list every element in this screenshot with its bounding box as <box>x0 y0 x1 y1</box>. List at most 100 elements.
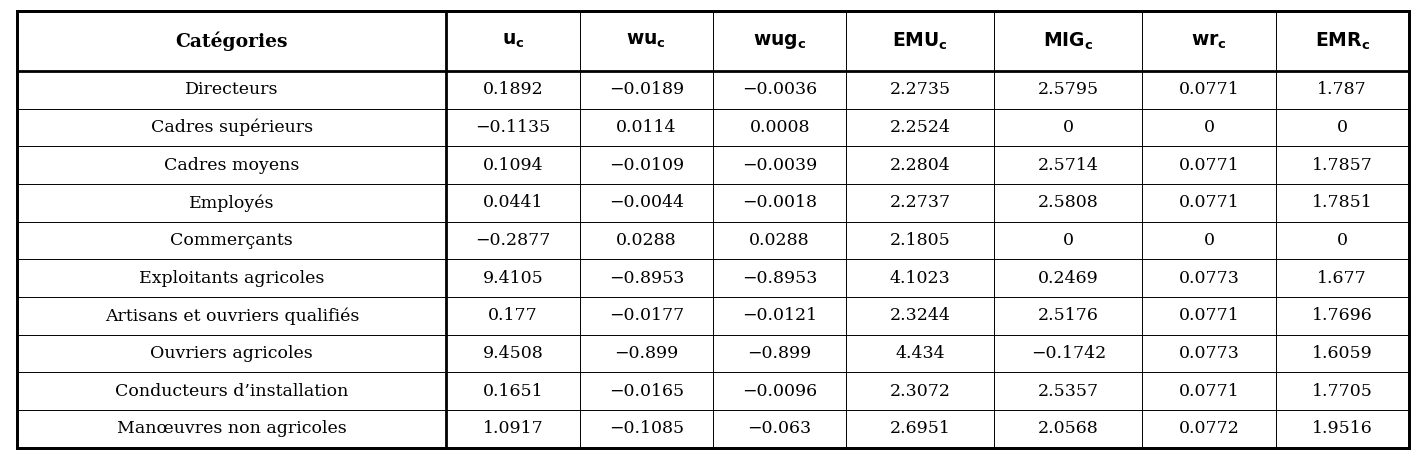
Text: 1.9516: 1.9516 <box>1312 420 1373 437</box>
Text: 1.0917: 1.0917 <box>483 420 543 437</box>
Text: Exploitants agricoles: Exploitants agricoles <box>140 269 325 287</box>
Bar <box>994 372 1142 410</box>
Bar <box>446 372 580 410</box>
Text: 1.7696: 1.7696 <box>1312 307 1373 325</box>
Bar <box>713 146 846 184</box>
Text: Conducteurs d’installation: Conducteurs d’installation <box>116 382 348 400</box>
Bar <box>846 71 994 109</box>
Bar <box>713 71 846 109</box>
Text: 0.1892: 0.1892 <box>483 81 543 99</box>
Text: $\mathbf{MIG_c}$: $\mathbf{MIG_c}$ <box>1044 31 1094 52</box>
Text: 2.5176: 2.5176 <box>1038 307 1099 325</box>
Text: 2.3072: 2.3072 <box>890 382 951 400</box>
Bar <box>446 146 580 184</box>
Text: −0.063: −0.063 <box>747 420 811 437</box>
Text: 1.7851: 1.7851 <box>1312 194 1373 212</box>
Bar <box>1142 222 1276 259</box>
Bar <box>994 259 1142 297</box>
Bar <box>713 335 846 372</box>
Text: 4.1023: 4.1023 <box>890 269 951 287</box>
Text: 2.5808: 2.5808 <box>1038 194 1098 212</box>
Text: −0.0018: −0.0018 <box>742 194 817 212</box>
Text: 0: 0 <box>1336 232 1348 249</box>
Text: 0.0771: 0.0771 <box>1179 382 1239 400</box>
Bar <box>1142 297 1276 335</box>
Text: 2.2804: 2.2804 <box>890 157 951 174</box>
Text: 1.7705: 1.7705 <box>1312 382 1373 400</box>
Bar <box>846 297 994 335</box>
Bar <box>17 297 446 335</box>
Text: 0.0441: 0.0441 <box>483 194 543 212</box>
Text: Cadres moyens: Cadres moyens <box>164 157 299 174</box>
Bar <box>1142 259 1276 297</box>
Text: 0.0008: 0.0008 <box>750 119 810 136</box>
Bar <box>17 184 446 222</box>
Bar <box>17 146 446 184</box>
Text: Manœuvres non agricoles: Manœuvres non agricoles <box>117 420 347 437</box>
Text: Ouvriers agricoles: Ouvriers agricoles <box>150 345 314 362</box>
Text: 0.0288: 0.0288 <box>616 232 677 249</box>
Text: −0.0189: −0.0189 <box>609 81 684 99</box>
Bar <box>580 410 713 448</box>
Bar <box>1276 184 1409 222</box>
Text: 0.0114: 0.0114 <box>616 119 676 136</box>
Text: −0.0044: −0.0044 <box>609 194 684 212</box>
Bar <box>994 410 1142 448</box>
Text: 0.0773: 0.0773 <box>1178 345 1239 362</box>
Bar <box>713 222 846 259</box>
Bar <box>580 71 713 109</box>
Bar <box>446 222 580 259</box>
Text: 0.0772: 0.0772 <box>1178 420 1239 437</box>
Bar <box>580 222 713 259</box>
Text: 0.0773: 0.0773 <box>1178 269 1239 287</box>
Bar <box>846 146 994 184</box>
Bar <box>846 184 994 222</box>
Text: 0.1094: 0.1094 <box>483 157 543 174</box>
Bar <box>17 109 446 146</box>
Text: 9.4508: 9.4508 <box>483 345 543 362</box>
Text: 1.677: 1.677 <box>1318 269 1368 287</box>
Text: −0.0096: −0.0096 <box>742 382 817 400</box>
Text: 1.787: 1.787 <box>1318 81 1368 99</box>
Text: Directeurs: Directeurs <box>185 81 278 99</box>
Bar <box>846 372 994 410</box>
Bar <box>994 222 1142 259</box>
Text: −0.1085: −0.1085 <box>609 420 684 437</box>
Bar <box>580 184 713 222</box>
Text: 2.2524: 2.2524 <box>890 119 951 136</box>
Bar <box>994 146 1142 184</box>
Text: −0.0036: −0.0036 <box>742 81 817 99</box>
Bar <box>17 11 1409 71</box>
Bar <box>1142 410 1276 448</box>
Text: Commerçants: Commerçants <box>171 232 294 249</box>
Bar <box>1142 335 1276 372</box>
Text: $\mathbf{EMR_c}$: $\mathbf{EMR_c}$ <box>1315 31 1370 52</box>
Text: 2.1805: 2.1805 <box>890 232 951 249</box>
Bar <box>846 259 994 297</box>
Text: $\mathbf{wr_c}$: $\mathbf{wr_c}$ <box>1191 32 1226 51</box>
Text: 0: 0 <box>1336 119 1348 136</box>
Text: −0.8953: −0.8953 <box>742 269 817 287</box>
Text: 0.0288: 0.0288 <box>749 232 810 249</box>
Bar <box>713 184 846 222</box>
Text: 0.0771: 0.0771 <box>1179 307 1239 325</box>
Text: Catégories: Catégories <box>175 32 288 51</box>
Bar <box>846 335 994 372</box>
Bar <box>446 71 580 109</box>
Bar <box>846 410 994 448</box>
Text: Artisans et ouvriers qualifiés: Artisans et ouvriers qualifiés <box>104 307 359 325</box>
Text: 0: 0 <box>1204 232 1215 249</box>
Bar <box>1142 184 1276 222</box>
Bar <box>1276 410 1409 448</box>
Text: 1.7857: 1.7857 <box>1312 157 1373 174</box>
Bar <box>1276 146 1409 184</box>
Text: 0.1651: 0.1651 <box>483 382 543 400</box>
Bar <box>17 410 446 448</box>
Bar <box>580 259 713 297</box>
Text: Employés: Employés <box>190 194 275 212</box>
Bar <box>713 372 846 410</box>
Bar <box>446 109 580 146</box>
Bar <box>446 410 580 448</box>
Bar <box>17 372 446 410</box>
Text: 0.2469: 0.2469 <box>1038 269 1098 287</box>
